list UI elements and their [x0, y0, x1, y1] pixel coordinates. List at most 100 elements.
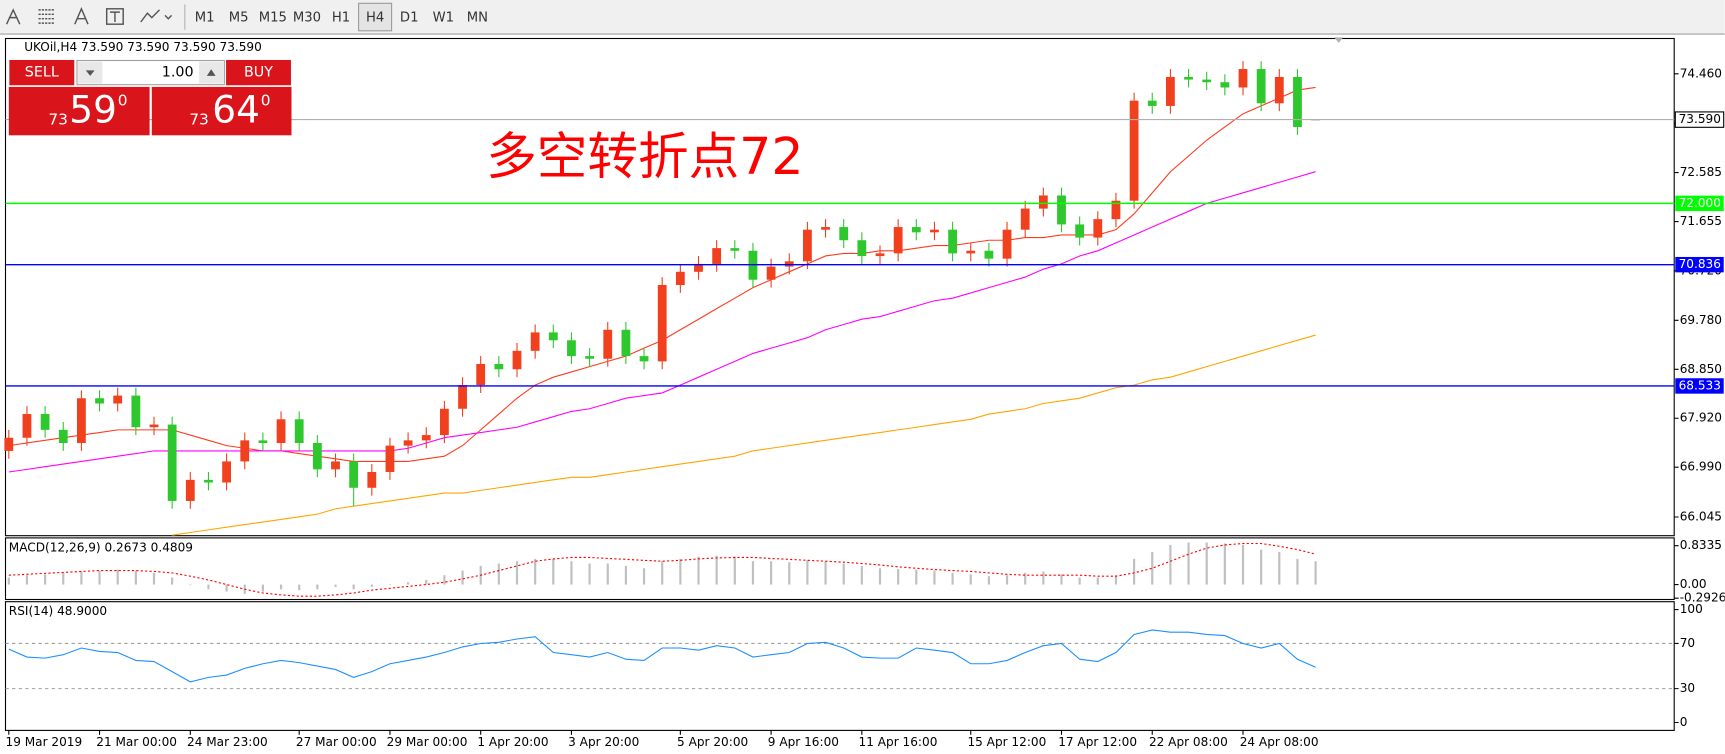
timeframe-label[interactable]: W1: [433, 11, 454, 26]
macd-bar: [225, 584, 228, 592]
bid-big-figure: 73: [48, 110, 68, 128]
candle-body: [40, 414, 50, 430]
bid-tag: [1674, 111, 1725, 128]
macd-bar: [951, 572, 954, 585]
macd-bar: [334, 584, 337, 587]
timeframe-label[interactable]: H1: [332, 11, 350, 26]
candle-body: [1147, 100, 1157, 106]
macd-bar: [134, 570, 137, 585]
macd-bar: [1133, 558, 1136, 585]
volume[interactable]: 1.00: [162, 65, 194, 81]
macd-bar: [1205, 542, 1208, 585]
macd-bar: [152, 572, 156, 585]
candle-body: [222, 461, 231, 483]
candle-body: [603, 329, 613, 359]
timeframe-button[interactable]: [324, 3, 358, 31]
y-tick-label: 69.780: [1680, 313, 1722, 327]
y-tick-label: 74.460: [1680, 66, 1722, 80]
macd-bar: [388, 584, 392, 586]
timeframe-label[interactable]: D1: [400, 11, 419, 26]
timeframe-button[interactable]: [460, 3, 494, 31]
macd-bar: [1296, 558, 1299, 585]
timeframe-button[interactable]: [358, 2, 393, 32]
timeframe-label[interactable]: MN: [467, 11, 488, 26]
timeframe-label[interactable]: H4: [366, 11, 384, 26]
timeframe-button[interactable]: [426, 3, 460, 31]
y-tick-label: 0.00: [1680, 577, 1707, 591]
macd-bar: [1223, 543, 1226, 585]
candle-body: [113, 395, 123, 404]
macd-bar: [933, 570, 936, 585]
sell-button[interactable]: [8, 58, 76, 87]
bid-panel[interactable]: [8, 86, 150, 136]
candle-body: [784, 261, 794, 267]
ask-panel[interactable]: [151, 86, 292, 136]
candle-body: [839, 227, 849, 241]
macd-title: MACD(12,26,9) 0.2673 0.4809: [9, 540, 193, 554]
timeframe-label[interactable]: M15: [259, 11, 287, 26]
timeframe-button[interactable]: [256, 3, 290, 31]
x-tick-label: 27 Mar 00:00: [296, 735, 377, 749]
y-tick-label: 67.920: [1680, 411, 1722, 425]
candle-body: [930, 229, 939, 233]
tool-grid-icon[interactable]: [5, 8, 21, 25]
macd-bar: [788, 562, 791, 585]
ask-pips: 64: [212, 88, 260, 132]
tool-label-glyph[interactable]: [110, 11, 120, 23]
sell-label[interactable]: SELL: [25, 65, 59, 81]
candle-body: [312, 443, 322, 470]
macd-bar: [316, 584, 319, 590]
candle-body: [621, 329, 631, 357]
candle-body: [1293, 76, 1302, 127]
timeframe-label[interactable]: M30: [293, 11, 321, 26]
macd-bar: [534, 558, 537, 585]
macd-bar: [770, 561, 773, 585]
timeframe-button[interactable]: [290, 3, 324, 31]
tool-text-icon[interactable]: [74, 6, 89, 25]
tool-label-icon[interactable]: [105, 8, 124, 25]
timeframe-label[interactable]: M1: [195, 11, 215, 26]
x-tick-label: 22 Apr 08:00: [1149, 735, 1228, 749]
timeframe-button[interactable]: [222, 3, 256, 31]
tool-arrows-icon[interactable]: [140, 9, 173, 23]
tool-fibo-icon[interactable]: [38, 9, 56, 24]
level-label: 70.836: [1679, 257, 1721, 271]
drawing-tools[interactable]: [5, 4, 186, 30]
candle-body: [1238, 69, 1248, 88]
macd-bar: [806, 560, 809, 585]
volume-down-arrow: [85, 70, 95, 76]
bid-label: 73.590: [1679, 112, 1721, 126]
macd-pane: 0.8335 0.00-0.2926: [7, 538, 1725, 605]
candle-body: [1274, 76, 1284, 104]
macd-bar: [80, 571, 83, 585]
level-tag: [1675, 195, 1724, 212]
buy-button[interactable]: [224, 58, 293, 87]
macd-bar: [1078, 577, 1081, 585]
macd-bar: [1241, 544, 1245, 585]
timeframe-button[interactable]: [392, 3, 426, 31]
macd-bar: [860, 565, 863, 585]
candle-body: [966, 250, 976, 254]
macd-bar: [697, 556, 700, 585]
macd-bar: [1114, 575, 1118, 585]
macd-bar: [987, 576, 990, 585]
candle-body: [167, 424, 177, 501]
x-tick-label: 1 Apr 20:00: [477, 735, 548, 749]
volume-up-arrow: [206, 69, 216, 76]
macd-bar: [461, 570, 464, 585]
main-pane-frame: [4, 37, 1675, 537]
macd-bar: [824, 561, 827, 585]
chart-header: UKOil,H4 73.590 73.590 73.590 73.590: [24, 40, 262, 54]
timeframe-label[interactable]: M5: [229, 11, 249, 26]
candle-body: [294, 419, 304, 444]
macd-bar: [207, 584, 210, 590]
buy-label[interactable]: BUY: [244, 65, 273, 81]
one-click-trading: SELL 1.00 BUY 73 59 0 73 64 0: [8, 58, 293, 136]
macd-bar: [298, 584, 301, 591]
candle-body: [893, 227, 903, 254]
y-tick-label: 70: [1680, 636, 1695, 650]
timeframe-button[interactable]: [188, 3, 222, 31]
candle-body: [512, 350, 522, 370]
macd-bar: [1042, 571, 1045, 585]
macd-bar: [1060, 574, 1063, 585]
